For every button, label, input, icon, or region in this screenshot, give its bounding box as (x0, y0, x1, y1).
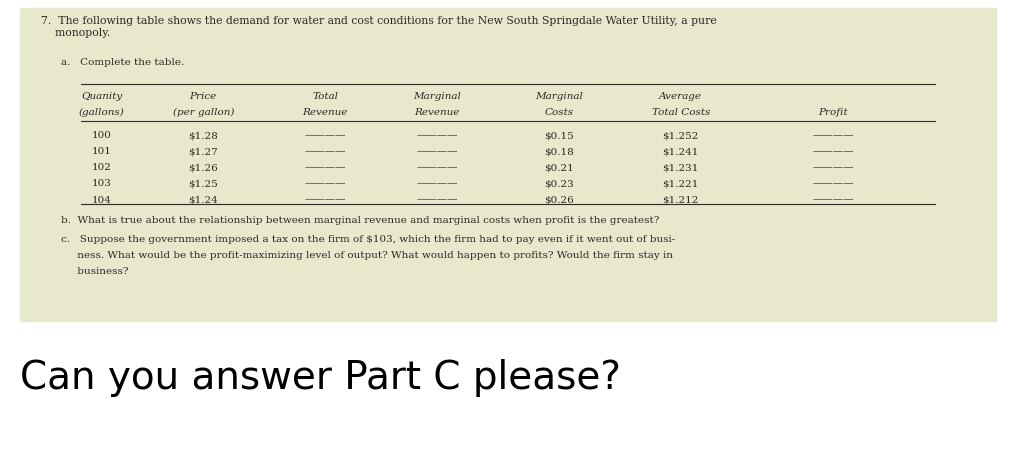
Text: ————: ———— (305, 179, 345, 188)
Text: Revenue: Revenue (415, 108, 459, 117)
Text: ————: ———— (813, 179, 853, 188)
Text: ————: ———— (305, 195, 345, 204)
Text: $0.26: $0.26 (544, 195, 574, 204)
Text: 100: 100 (91, 131, 112, 140)
Text: $1.231: $1.231 (662, 163, 699, 172)
Text: ————: ———— (305, 147, 345, 156)
Text: ————: ———— (417, 147, 457, 156)
Text: ————: ———— (305, 131, 345, 140)
Text: $1.221: $1.221 (662, 179, 699, 188)
Text: ————: ———— (417, 195, 457, 204)
Text: $1.24: $1.24 (188, 195, 218, 204)
Text: Marginal: Marginal (534, 92, 583, 101)
Text: $1.28: $1.28 (188, 131, 218, 140)
FancyBboxPatch shape (20, 9, 996, 321)
Text: 104: 104 (91, 195, 112, 204)
Text: Revenue: Revenue (303, 108, 347, 117)
Text: ————: ———— (813, 195, 853, 204)
Text: Average: Average (659, 92, 702, 101)
Text: Total: Total (312, 92, 338, 101)
Text: ————: ———— (813, 163, 853, 172)
Text: $1.212: $1.212 (662, 195, 699, 204)
Text: ————: ———— (417, 131, 457, 140)
Text: ness. What would be the profit-maximizing level of output? What would happen to : ness. What would be the profit-maximizin… (61, 250, 673, 259)
Text: Quanity: Quanity (81, 92, 122, 101)
Text: (gallons): (gallons) (78, 108, 125, 117)
Text: ————: ———— (417, 179, 457, 188)
Text: $0.15: $0.15 (544, 131, 574, 140)
Text: $1.26: $1.26 (188, 163, 218, 172)
Text: $0.23: $0.23 (544, 179, 574, 188)
Text: ————: ———— (813, 147, 853, 156)
Text: 102: 102 (91, 163, 112, 172)
Text: Total Costs: Total Costs (651, 108, 710, 117)
Text: Can you answer Part C please?: Can you answer Part C please? (20, 358, 622, 396)
Text: (per gallon): (per gallon) (173, 108, 234, 117)
Text: 101: 101 (91, 147, 112, 156)
Text: Costs: Costs (545, 108, 573, 117)
Text: business?: business? (61, 266, 128, 275)
Text: $0.18: $0.18 (544, 147, 574, 156)
Text: Profit: Profit (818, 108, 848, 117)
Text: 103: 103 (91, 179, 112, 188)
Text: a.   Complete the table.: a. Complete the table. (61, 57, 184, 67)
Text: ————: ———— (305, 163, 345, 172)
Text: ————: ———— (813, 131, 853, 140)
Text: $0.21: $0.21 (544, 163, 574, 172)
Text: ————: ———— (417, 163, 457, 172)
Text: $1.25: $1.25 (188, 179, 218, 188)
Text: $1.241: $1.241 (662, 147, 699, 156)
Text: b.  What is true about the relationship between marginal revenue and marginal co: b. What is true about the relationship b… (61, 216, 659, 225)
Text: c.   Suppose the government imposed a tax on the firm of $103, which the firm ha: c. Suppose the government imposed a tax … (61, 234, 676, 243)
Text: $1.252: $1.252 (662, 131, 699, 140)
Text: Price: Price (190, 92, 216, 101)
Text: 7.  The following table shows the demand for water and cost conditions for the N: 7. The following table shows the demand … (41, 16, 716, 38)
Text: $1.27: $1.27 (188, 147, 218, 156)
Text: Marginal: Marginal (412, 92, 461, 101)
